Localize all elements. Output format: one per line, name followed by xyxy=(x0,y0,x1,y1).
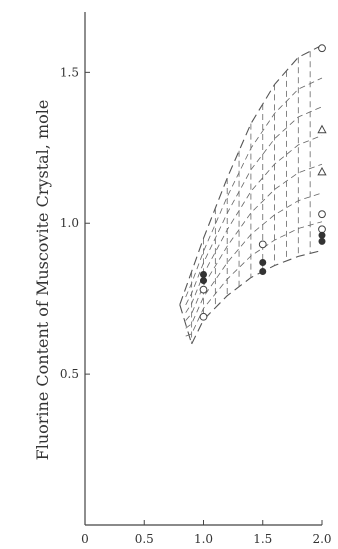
open-circle-point xyxy=(318,210,326,219)
x-tick-label: 1.5 xyxy=(253,532,272,546)
hatch-curve xyxy=(185,192,323,329)
filled-circle-point xyxy=(200,277,207,285)
filled-circle-point xyxy=(259,268,267,276)
hatch-curve xyxy=(185,163,323,321)
x-tick-label: 0.5 xyxy=(135,532,154,546)
data-points xyxy=(199,44,327,321)
y-tick-label: 0.5 xyxy=(60,367,79,381)
y-tick-label: 1.0 xyxy=(60,216,79,230)
axes: 0 0.5 1.0 1.5 2.0 0.5 1.0 1.5 xyxy=(60,12,332,546)
upper-boundary-curve xyxy=(179,44,323,305)
hatch-curve xyxy=(185,135,323,313)
y-tick-label: 1.5 xyxy=(60,65,79,79)
filled-circle-point xyxy=(318,231,326,239)
left-boundary-edge xyxy=(179,304,193,345)
filled-circle-point xyxy=(318,237,326,245)
open-triangle-point xyxy=(317,166,327,176)
open-circle-point xyxy=(318,225,326,234)
lower-boundary-curve xyxy=(191,249,323,345)
filled-circle-point xyxy=(259,258,267,266)
open-circle-point xyxy=(199,285,208,294)
open-triangle-point xyxy=(317,124,327,134)
open-circle-point xyxy=(258,240,267,249)
open-circle-point xyxy=(199,312,208,321)
shaded-region xyxy=(179,44,323,345)
hatch-curve xyxy=(185,77,323,298)
hatch-curve xyxy=(185,221,323,337)
y-axis-title: Fluorine Content of Muscovite Crystal, m… xyxy=(33,100,52,461)
x-tick-label: 0 xyxy=(81,532,89,546)
filled-circle-point xyxy=(200,271,207,279)
open-circle-point xyxy=(318,44,326,53)
x-tick-label: 1.0 xyxy=(194,532,213,546)
hatch-curve xyxy=(185,106,323,306)
x-tick-label: 2.0 xyxy=(312,532,331,546)
